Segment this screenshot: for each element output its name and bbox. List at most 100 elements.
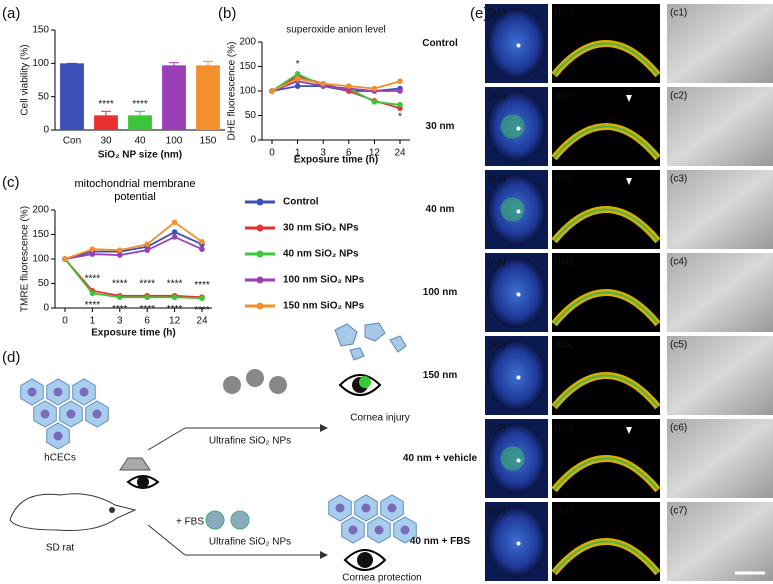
point bbox=[199, 246, 205, 252]
bar bbox=[196, 65, 220, 130]
y-tick-label: 200 bbox=[239, 37, 256, 48]
reflex bbox=[516, 292, 521, 297]
bar bbox=[60, 63, 84, 131]
significance: **** bbox=[167, 304, 183, 315]
point bbox=[117, 294, 123, 301]
stain bbox=[500, 114, 525, 139]
row-label: 40 nm + FBS bbox=[410, 536, 471, 547]
chart-title: mitochondrial membrane potential bbox=[74, 178, 196, 203]
oct-cornea bbox=[553, 125, 659, 159]
particle bbox=[246, 369, 264, 387]
y-tick-label: 200 bbox=[32, 205, 49, 216]
point bbox=[294, 83, 301, 89]
legend-label: 150 nm SiO₂ NPs bbox=[283, 301, 365, 312]
diagram-label: Cornea injury bbox=[350, 413, 409, 424]
diagram-label: Ultrafine SiO₂ NPs bbox=[209, 436, 291, 447]
y-tick-label: 0 bbox=[43, 303, 49, 314]
reflex bbox=[516, 458, 521, 463]
image-tag: (a7) bbox=[488, 506, 506, 517]
pupil bbox=[137, 476, 149, 488]
point bbox=[294, 71, 301, 77]
image-tag: (a6) bbox=[488, 423, 506, 434]
sem-image bbox=[667, 253, 773, 332]
series-line bbox=[271, 77, 401, 92]
point bbox=[371, 85, 378, 92]
legend-swatch bbox=[256, 250, 264, 258]
y-tick-label: 0 bbox=[250, 135, 256, 146]
bar bbox=[94, 115, 118, 130]
eye-photo-cornea bbox=[487, 8, 546, 79]
y-tick-label: 150 bbox=[32, 25, 49, 36]
oct-cornea bbox=[553, 291, 659, 325]
y-axis-label: TMRE fluorescence (%) bbox=[20, 206, 31, 312]
x-tick-label: 0 bbox=[62, 316, 68, 327]
eye-photo-cornea bbox=[487, 506, 546, 577]
x-tick-label: Con bbox=[63, 136, 81, 147]
point bbox=[144, 294, 150, 301]
series-line bbox=[64, 221, 203, 260]
x-tick-label: 150 bbox=[200, 136, 217, 147]
point bbox=[371, 98, 378, 105]
row-label: Control bbox=[422, 38, 458, 49]
marker bbox=[626, 178, 632, 185]
arrow-line bbox=[147, 427, 186, 451]
diagram-label: SD rat bbox=[46, 543, 75, 554]
row-label: 40 nm + vehicle bbox=[403, 453, 478, 464]
arrow-line bbox=[147, 524, 186, 556]
point bbox=[117, 252, 123, 258]
point bbox=[171, 234, 178, 240]
significance: **** bbox=[139, 304, 155, 315]
dropper bbox=[119, 457, 151, 471]
image-tag: (c6) bbox=[670, 423, 687, 434]
bar bbox=[162, 65, 186, 130]
point bbox=[144, 241, 150, 248]
legend-label: Control bbox=[283, 197, 319, 208]
significance: * bbox=[398, 111, 402, 122]
series-line bbox=[64, 231, 203, 260]
sem-image bbox=[667, 336, 773, 415]
injury-spot bbox=[359, 376, 371, 388]
x-axis-label: Exposure time (h) bbox=[294, 155, 378, 166]
bar bbox=[128, 115, 152, 130]
sem-image bbox=[667, 502, 773, 581]
panel-label: (a) bbox=[2, 5, 20, 22]
nucleus bbox=[27, 387, 37, 397]
sem-image bbox=[667, 170, 773, 249]
image-tag: (b1) bbox=[555, 8, 573, 19]
nucleus bbox=[335, 503, 345, 513]
x-tick-label: 12 bbox=[169, 316, 181, 327]
sem-image bbox=[667, 419, 773, 498]
diagram-label: Cornea protection bbox=[342, 573, 422, 584]
y-tick-label: 0 bbox=[43, 125, 49, 136]
point bbox=[144, 247, 150, 253]
point bbox=[62, 256, 68, 262]
point bbox=[171, 219, 178, 226]
oct-cornea bbox=[553, 374, 659, 408]
particle bbox=[205, 510, 225, 530]
series-line bbox=[64, 258, 203, 300]
image-tag: (c5) bbox=[670, 340, 687, 351]
y-tick-label: 100 bbox=[239, 86, 256, 97]
image-tag: (b7) bbox=[555, 506, 573, 517]
significance: **** bbox=[167, 278, 183, 289]
significance: **** bbox=[85, 273, 101, 284]
eye-photo-cornea bbox=[487, 257, 546, 328]
marker bbox=[626, 95, 632, 102]
y-tick-label: 50 bbox=[38, 278, 50, 289]
point bbox=[171, 294, 178, 301]
particle bbox=[269, 376, 287, 394]
row-label: 30 nm bbox=[426, 121, 455, 132]
image-tag: (c7) bbox=[670, 506, 687, 517]
x-axis-label: Exposure time (h) bbox=[91, 328, 175, 339]
image-tag: (b2) bbox=[555, 91, 573, 102]
x-tick-label: 1 bbox=[295, 148, 301, 159]
diagram bbox=[9, 322, 417, 571]
oct-cornea bbox=[553, 208, 659, 242]
nucleus bbox=[53, 387, 63, 397]
sem-image bbox=[667, 87, 773, 166]
point bbox=[269, 88, 275, 94]
legend: Control 30 nm SiO₂ NPs 40 nm SiO₂ NPs 100 n… bbox=[245, 197, 365, 312]
reflex bbox=[516, 126, 521, 131]
oct-cornea bbox=[553, 540, 659, 574]
